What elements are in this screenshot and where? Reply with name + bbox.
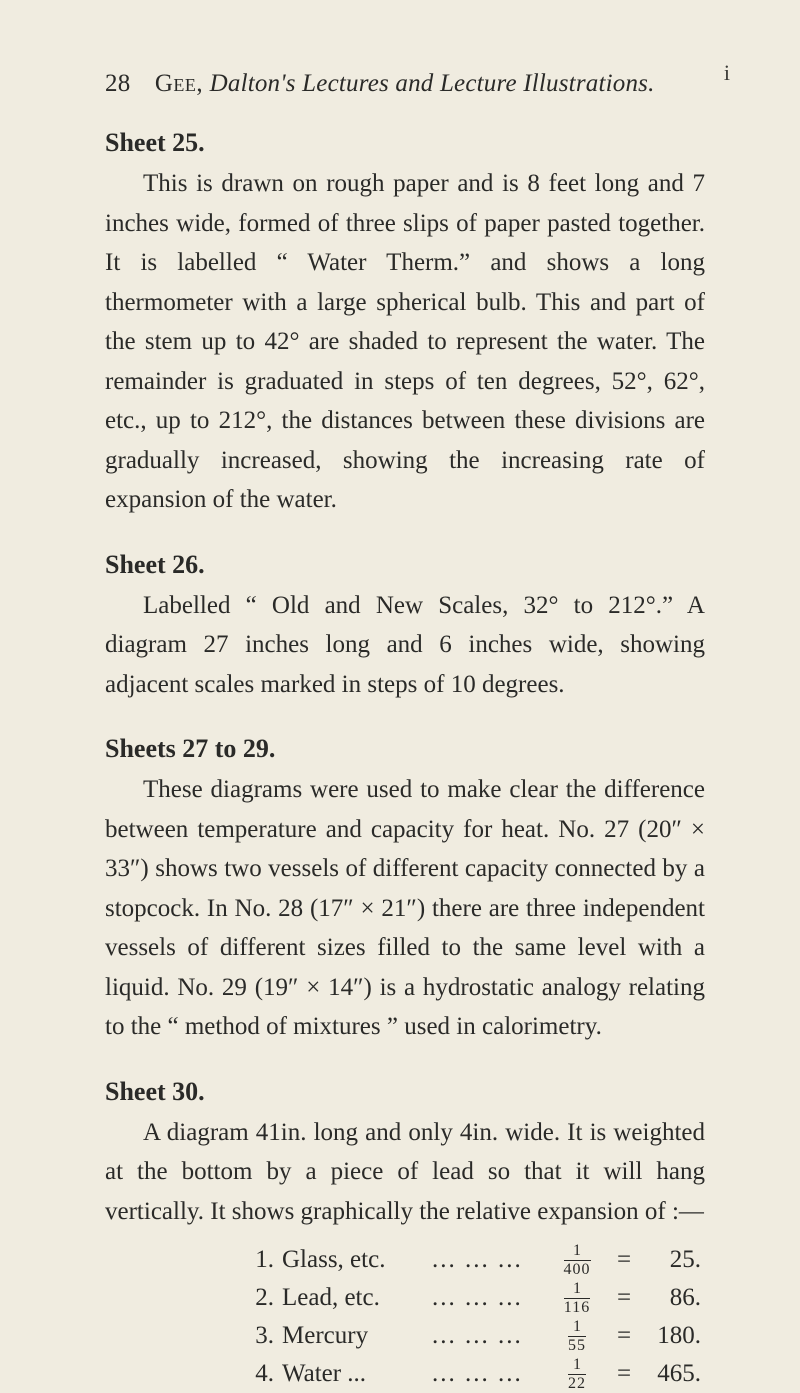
- running-head: 28 Gee, Dalton's Lectures and Lecture Il…: [105, 70, 705, 98]
- row-label: Lead, etc.: [274, 1279, 432, 1317]
- fraction-numerator: 1: [568, 1319, 586, 1337]
- body-paragraph: This is drawn on rough paper and is 8 fe…: [105, 164, 705, 520]
- table-row: 4. Water ... ... ... ... 1 22 = 465.: [240, 1355, 705, 1393]
- table-row: 2. Lead, etc. ... ... ... 1 116 = 86.: [240, 1279, 705, 1317]
- table-row: 3. Mercury ... ... ... 1 55 = 180.: [240, 1317, 705, 1355]
- section-heading: Sheets 27 to 29.: [105, 734, 705, 764]
- leader-dots: ... ... ...: [432, 1355, 547, 1393]
- body-paragraph: Labelled “ Old and New Scales, 32° to 21…: [105, 586, 705, 705]
- fraction-denominator: 400: [564, 1261, 591, 1278]
- page-number: 28: [105, 70, 130, 97]
- row-fraction: 1 116: [547, 1279, 607, 1317]
- expansion-table: 1. Glass, etc. ... ... ... 1 400 = 25. 2…: [240, 1241, 705, 1393]
- fraction-numerator: 1: [564, 1281, 590, 1299]
- row-label: Glass, etc.: [274, 1241, 432, 1279]
- leader-dots: ... ... ...: [432, 1317, 547, 1355]
- row-number: 3.: [240, 1317, 274, 1355]
- equals-sign: =: [607, 1317, 641, 1355]
- section-heading: Sheet 30.: [105, 1077, 705, 1107]
- equals-sign: =: [607, 1355, 641, 1393]
- table-row: 1. Glass, etc. ... ... ... 1 400 = 25.: [240, 1241, 705, 1279]
- row-number: 4.: [240, 1355, 274, 1393]
- row-label: Water ...: [274, 1355, 432, 1393]
- leader-dots: ... ... ...: [432, 1279, 547, 1317]
- row-number: 2.: [240, 1279, 274, 1317]
- row-fraction: 1 400: [547, 1241, 607, 1279]
- fraction-denominator: 116: [564, 1299, 590, 1316]
- body-paragraph: A diagram 41in. long and only 4in. wide.…: [105, 1113, 705, 1232]
- body-paragraph: These diagrams were used to make clear t…: [105, 770, 705, 1047]
- running-title: Dalton's Lectures and Lecture Illustrati…: [210, 70, 655, 97]
- fraction-numerator: 1: [568, 1357, 586, 1375]
- fraction-numerator: 1: [564, 1243, 591, 1261]
- section-heading: Sheet 25.: [105, 128, 705, 158]
- row-value: 86.: [641, 1279, 701, 1317]
- row-value: 180.: [641, 1317, 701, 1355]
- leader-dots: ... ... ...: [432, 1241, 547, 1279]
- section-heading: Sheet 26.: [105, 550, 705, 580]
- row-label: Mercury: [274, 1317, 432, 1355]
- row-value: 465.: [641, 1355, 701, 1393]
- row-number: 1.: [240, 1241, 274, 1279]
- row-fraction: 1 22: [547, 1355, 607, 1393]
- equals-sign: =: [607, 1279, 641, 1317]
- fraction-denominator: 55: [568, 1337, 586, 1354]
- page: i 28 Gee, Dalton's Lectures and Lecture …: [0, 0, 800, 1340]
- stray-mark: i: [724, 60, 730, 86]
- row-fraction: 1 55: [547, 1317, 607, 1355]
- equals-sign: =: [607, 1241, 641, 1279]
- author-name: Gee,: [155, 70, 203, 97]
- row-value: 25.: [641, 1241, 701, 1279]
- fraction-denominator: 22: [568, 1375, 586, 1392]
